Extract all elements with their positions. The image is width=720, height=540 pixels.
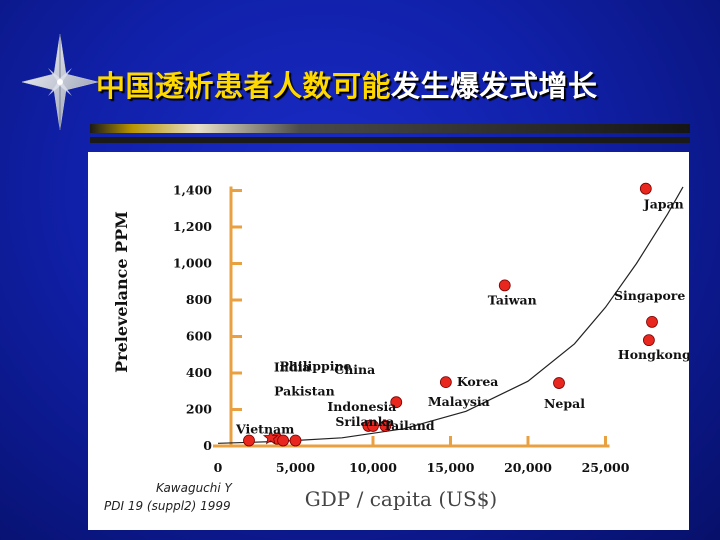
point-label: Philippine (280, 359, 352, 374)
source-author: Kawaguchi Y (156, 481, 234, 495)
data-point (498, 279, 511, 292)
x-tick-label: 10,000 (349, 460, 397, 475)
x-tick-label: 20,000 (504, 460, 552, 475)
data-point (289, 434, 302, 447)
title-rule (90, 124, 690, 143)
y-tick-label: 1,000 (173, 256, 212, 271)
data-point (243, 434, 255, 447)
y-axis-label: Prelevelance PPM (112, 211, 131, 373)
point-label: Malaysia (428, 394, 490, 409)
data-point (390, 396, 403, 409)
scatter-chart: Prelevelance PPM 0 200 400 600 800 1,000 1,200… (104, 182, 689, 514)
point-label: Taiwan (488, 292, 537, 307)
data-point (379, 420, 392, 432)
y-tick-label: 0 (203, 438, 212, 453)
x-axis-ticks: 0 5,000 10,000 15,000 20,000 25,000 (214, 436, 630, 475)
y-tick-label: 1,400 (173, 183, 212, 198)
compass-star-icon (22, 34, 98, 130)
slide-title-rest: 发生爆发式增长 (391, 69, 598, 103)
y-tick-label: 600 (186, 329, 212, 344)
y-tick-label: 200 (186, 402, 212, 417)
data-point (639, 182, 652, 195)
x-tick-label: 0 (214, 460, 223, 475)
point-label: India (274, 360, 311, 375)
point-label: Tailand (383, 418, 435, 433)
data-point (367, 420, 379, 432)
data-point (643, 334, 655, 347)
y-axis-ticks: 0 200 400 600 800 1,000 1,200 1,400 (173, 183, 242, 453)
data-points (243, 182, 658, 447)
point-label: Pakistan (274, 384, 335, 399)
star-marker (262, 429, 279, 445)
y-tick-label: 400 (186, 365, 212, 380)
data-point (553, 377, 565, 389)
x-tick-label: 25,000 (582, 460, 630, 475)
point-label: Hongkong (618, 347, 689, 362)
point-label: Singapore (614, 288, 685, 303)
x-tick-label: 15,000 (427, 460, 475, 475)
y-tick-label: 800 (186, 292, 212, 307)
point-label: Vietnam (235, 422, 294, 437)
x-tick-label: 5,000 (276, 460, 315, 475)
point-label: China (334, 362, 375, 377)
data-point (646, 315, 658, 328)
point-label: Japan (643, 197, 684, 212)
data-point (277, 434, 290, 447)
point-label: Indonesia (327, 399, 396, 414)
point-labels: Vietnam India Pakistan Philippine Srilanka Ch… (235, 197, 689, 437)
data-point (439, 376, 452, 389)
point-label: Korea (457, 374, 499, 389)
chart-card: Prelevelance PPM 0 200 400 600 800 1,000 1,200… (88, 152, 689, 530)
point-label: Nepal (544, 396, 585, 411)
slide-title: 中国透析患者人数可能发生爆发式增长 (96, 63, 598, 105)
y-tick-label: 1,200 (173, 219, 212, 234)
point-label: Srilanka (335, 414, 394, 429)
x-axis-label: GDP / capita (US$) (305, 487, 497, 511)
slide-title-highlight: 中国透析患者人数可能 (96, 69, 392, 103)
trend-curve (217, 186, 684, 444)
source-citation: PDI 19 (suppl2) 1999 (104, 499, 231, 513)
